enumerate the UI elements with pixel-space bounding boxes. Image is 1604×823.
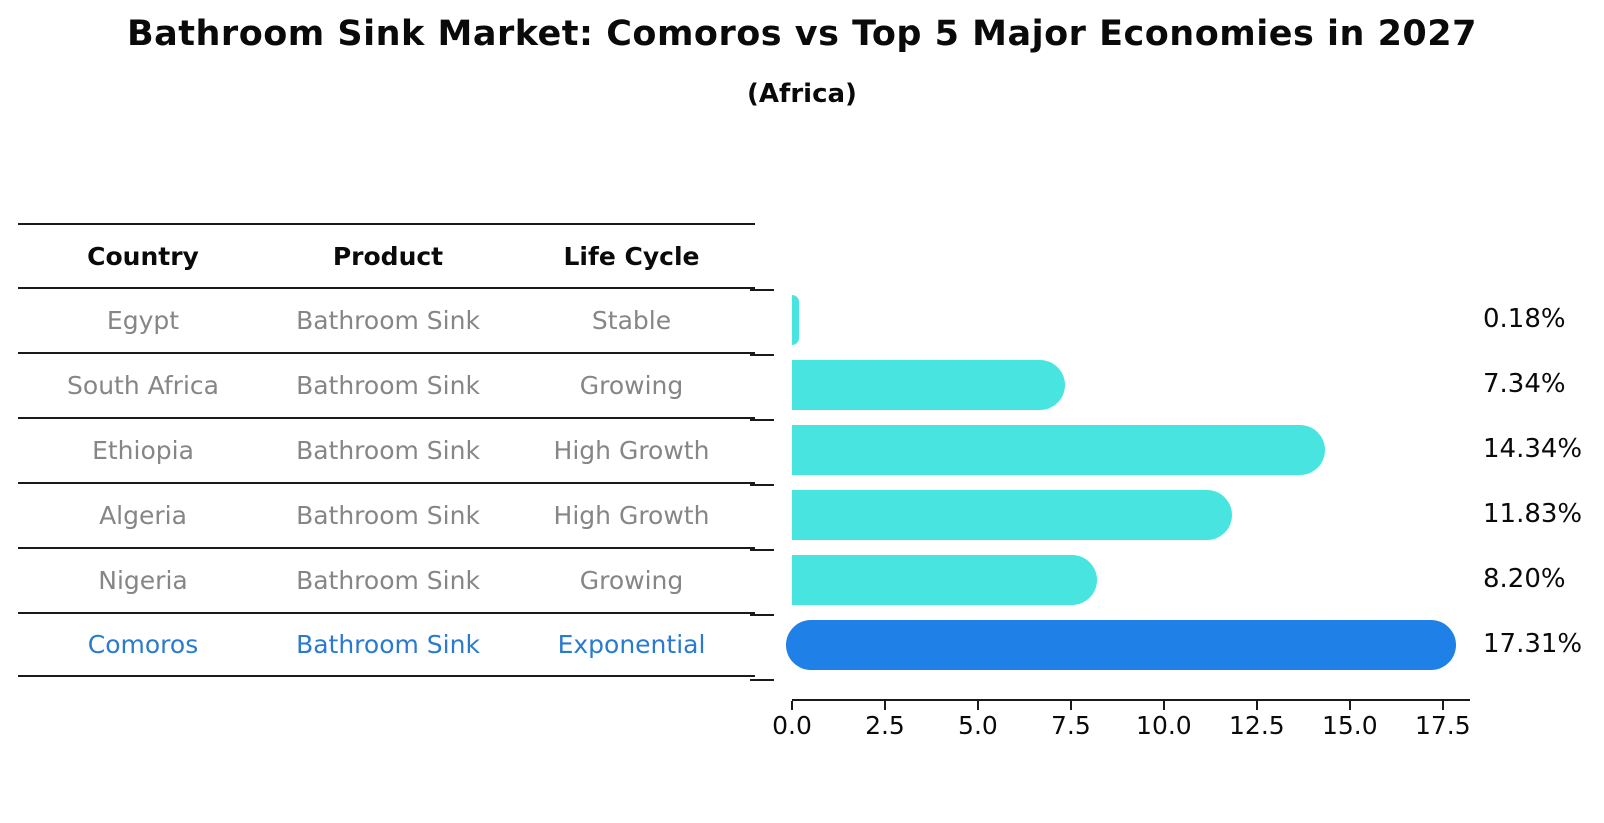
cell-product: Bathroom Sink	[296, 630, 480, 659]
table-row: Nigeria Bathroom Sink Growing	[18, 547, 755, 612]
column-header-country: Country	[87, 241, 199, 271]
x-axis-tick	[1162, 701, 1165, 710]
bar-ethiopia	[792, 425, 1326, 475]
x-axis-tick	[1441, 701, 1444, 710]
cell-country: Nigeria	[98, 566, 188, 595]
cell-life-cycle: High Growth	[553, 501, 710, 530]
bar-value-label: 11.83%	[1483, 499, 1583, 529]
table-row: Algeria Bathroom Sink High Growth	[18, 482, 755, 547]
y-axis-tick	[750, 549, 774, 551]
x-axis-tick	[976, 701, 979, 710]
x-axis-tick	[1348, 701, 1351, 710]
column-header-life-cycle: Life Cycle	[563, 241, 700, 271]
cell-country: Algeria	[99, 501, 187, 530]
page-subtitle: (Africa)	[747, 79, 857, 109]
x-axis-tick	[883, 701, 886, 710]
bar-nigeria	[792, 555, 1097, 605]
cell-life-cycle: Growing	[579, 371, 684, 400]
country-table: Country Product Life Cycle Egypt Bathroo…	[18, 223, 755, 677]
table-header-row: Country Product Life Cycle	[18, 223, 755, 287]
table-row: South Africa Bathroom Sink Growing	[18, 352, 755, 417]
bar-egypt	[792, 295, 799, 345]
x-axis-line	[792, 699, 1470, 701]
cell-life-cycle: Exponential	[557, 630, 706, 659]
cell-life-cycle: Stable	[591, 306, 672, 335]
x-axis-tick-label: 0.0	[772, 711, 812, 740]
x-axis-tick-label: 10.0	[1136, 711, 1192, 740]
y-axis-tick	[750, 354, 774, 356]
bar-comoros	[786, 620, 1456, 670]
cell-country: Ethiopia	[92, 436, 194, 465]
cell-country: South Africa	[67, 371, 219, 400]
bar-value-label: 8.20%	[1483, 564, 1566, 594]
x-axis-tick-label: 17.5	[1414, 711, 1471, 740]
cell-product: Bathroom Sink	[296, 436, 480, 465]
x-axis-tick	[791, 701, 793, 710]
column-header-product: Product	[332, 241, 444, 271]
bar-value-label: 7.34%	[1483, 369, 1566, 399]
x-axis-tick-label: 15.0	[1322, 711, 1378, 740]
x-axis-tick-label: 7.5	[1051, 711, 1091, 740]
bar-chart: 0.0 2.5 5.0 7.5 10.0 12.5 15.0 17.5	[750, 287, 1471, 740]
cell-country: Egypt	[106, 306, 180, 335]
bar-value-label: 0.18%	[1483, 304, 1566, 334]
page-title: Bathroom Sink Market: Comoros vs Top 5 M…	[126, 14, 1477, 54]
bar-value-label: 14.34%	[1483, 434, 1583, 464]
cell-product: Bathroom Sink	[296, 501, 480, 530]
y-axis-tick	[750, 679, 774, 681]
cell-product: Bathroom Sink	[296, 306, 480, 335]
table-row: Ethiopia Bathroom Sink High Growth	[18, 417, 755, 482]
y-axis-tick	[750, 484, 774, 486]
cell-product: Bathroom Sink	[296, 371, 480, 400]
x-axis-tick-label: 12.5	[1229, 711, 1285, 740]
bar-value-label: 17.31%	[1483, 629, 1583, 659]
x-axis-tick	[1069, 701, 1072, 710]
cell-product: Bathroom Sink	[296, 566, 480, 595]
bar-algeria	[792, 490, 1232, 540]
cell-life-cycle: High Growth	[553, 436, 710, 465]
bar-south-africa	[792, 360, 1065, 410]
cell-life-cycle: Growing	[579, 566, 684, 595]
x-axis-tick	[1255, 701, 1258, 710]
y-axis-tick	[750, 614, 774, 616]
y-axis-tick	[750, 419, 774, 421]
table-row: Comoros Bathroom Sink Exponential	[18, 612, 755, 677]
y-axis-tick	[750, 289, 774, 291]
x-axis-tick-label: 5.0	[958, 711, 998, 740]
table-row: Egypt Bathroom Sink Stable	[18, 287, 755, 352]
x-axis-tick-label: 2.5	[865, 711, 905, 740]
cell-country: Comoros	[87, 630, 199, 659]
